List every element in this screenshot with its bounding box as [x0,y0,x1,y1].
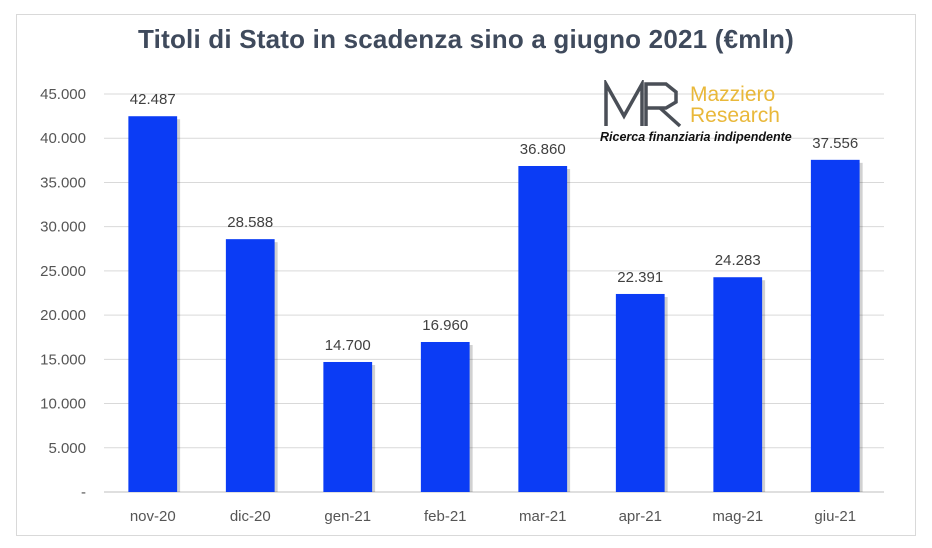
y-tick-label: 15.000 [40,351,86,368]
data-label: 16.960 [422,317,468,334]
chart-title: Titoli di Stato in scadenza sino a giugn… [138,24,794,54]
y-tick-label: 35.000 [40,174,86,191]
logo-name-line2: Research [690,104,780,127]
bar [323,361,373,492]
logo-name-line1: Mazziero [690,83,776,106]
data-label: 22.391 [617,269,663,286]
x-tick-label: gen-21 [324,508,371,525]
data-label: 28.588 [227,214,273,231]
x-tick-label: apr-21 [619,508,662,525]
data-label: 36.860 [520,141,566,158]
data-label: 24.283 [715,252,761,269]
bar [713,277,763,492]
mazziero-research-logo: Mazziero Research Ricerca finanziaria in… [600,78,810,148]
data-label: 37.556 [812,135,858,152]
bar [128,116,178,493]
y-tick-label: 30.000 [40,219,86,236]
y-tick-label: 20.000 [40,307,86,324]
x-tick-label: mar-21 [519,508,567,525]
y-tick-label: 10.000 [40,396,86,413]
y-tick-label: 5.000 [48,440,86,457]
logo-tagline: Ricerca finanziaria indipendente [600,130,792,144]
data-label: 14.700 [325,337,371,354]
bar [615,293,665,492]
data-labels: 42.487 28.588 14.700 16.960 36.860 22.391 24.2… [130,91,858,354]
y-tick-label: 25.000 [40,263,86,280]
y-tick-label: 45.000 [40,86,86,103]
bars [128,116,863,493]
x-tick-label: dic-20 [230,508,271,525]
x-tick-label: feb-21 [424,508,467,525]
bar [518,165,568,492]
gridlines [104,93,884,493]
data-label: 42.487 [130,91,176,108]
x-tick-label: nov-20 [130,508,176,525]
y-tick-label: 40.000 [40,130,86,147]
x-tick-label: giu-21 [814,508,856,525]
logo-name: Mazziero Research [690,84,780,126]
y-tick-label: - [81,484,86,501]
mr-logo-icon [604,80,682,128]
x-tick-label: mag-21 [712,508,763,525]
y-axis-ticks: - 5.000 10.000 15.000 20.000 25.000 30.000 35.0… [40,86,86,501]
bar [225,239,275,492]
x-axis-ticks: nov-20 dic-20 gen-21 feb-21 mar-21 apr-21 mag-… [130,508,856,525]
bar [420,341,470,492]
bar [810,159,860,492]
